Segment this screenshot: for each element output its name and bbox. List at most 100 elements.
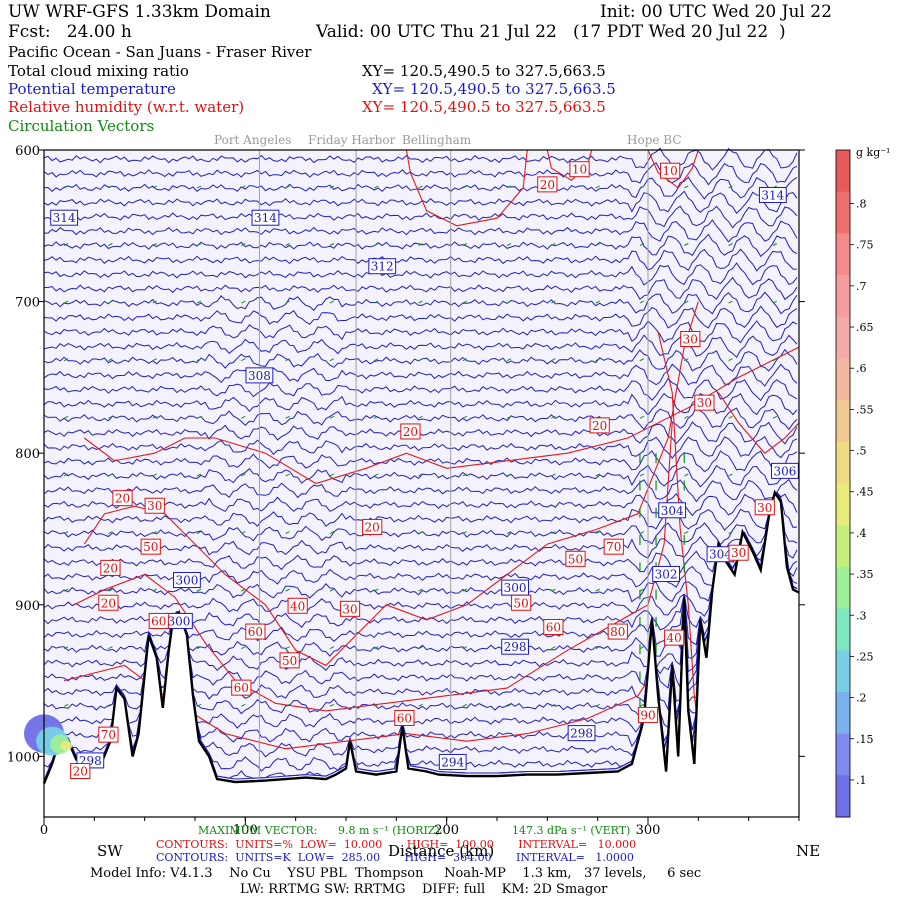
- circulation-vector: [152, 588, 157, 592]
- circulation-vector: [329, 415, 335, 419]
- theta-contour-label: 300: [501, 579, 530, 596]
- region-name: Pacific Ocean - San Juans - Fraser River: [8, 43, 312, 61]
- circulation-vector: [241, 243, 246, 246]
- circulation-vector: [684, 358, 689, 362]
- circulation-vector: [595, 358, 600, 362]
- xy-cloud: XY= 120.5,490.5 to 327.5,663.5: [362, 62, 606, 80]
- svg-text:294: 294: [441, 755, 464, 769]
- rh-contour-label: 40: [664, 629, 685, 646]
- circulation-vector: [418, 588, 423, 592]
- cloud-cell: [60, 740, 73, 751]
- circulation-vector: [639, 358, 645, 362]
- theta-contour-label: 298: [567, 725, 596, 742]
- max-vector-label: MAXIMUM VECTOR:: [198, 824, 318, 837]
- circulation-vector: [418, 531, 423, 534]
- circulation-vector: [728, 185, 733, 189]
- plot-frame: [43, 149, 800, 818]
- circulation-vector: [551, 243, 556, 246]
- y-tick-label: 600: [15, 144, 40, 159]
- svg-text:20: 20: [103, 561, 118, 575]
- theta-contour-label: 300: [164, 612, 193, 629]
- theta-contour-label: 314: [758, 186, 787, 203]
- circulation-vector: [152, 473, 157, 477]
- svg-text:60: 60: [248, 625, 263, 639]
- circulation-vector: [285, 703, 290, 707]
- field-vectors: Circulation Vectors: [8, 117, 155, 135]
- circulation-vector: [639, 415, 645, 419]
- circulation-vector: [241, 415, 246, 419]
- svg-text:50: 50: [568, 552, 583, 566]
- theta-contour-label: 300: [173, 572, 201, 589]
- max-vector-horiz: 9.8 m s⁻¹ (HORIZ): [338, 824, 440, 837]
- rh-contour-line: [83, 301, 699, 667]
- circulation-vector: [152, 300, 157, 304]
- rh-contour-label: 30: [339, 600, 361, 617]
- theta-contour-label: 314: [50, 209, 79, 226]
- forecast-hour: Fcst: 24.00 h: [8, 22, 132, 42]
- theta-contour-line: [43, 248, 798, 272]
- svg-text:60: 60: [151, 614, 166, 628]
- rh-contour-label: 30: [754, 499, 775, 516]
- rh-contour-label: 60: [543, 619, 564, 636]
- circulation-vector: [684, 243, 689, 246]
- svg-text:300: 300: [504, 581, 527, 595]
- circulation-vector: [462, 588, 467, 592]
- circulation-vector: [639, 300, 645, 304]
- circulation-vector: [728, 358, 733, 362]
- circulation-vector: [63, 703, 69, 707]
- svg-text:20: 20: [73, 765, 88, 779]
- circulation-vector: [196, 185, 202, 189]
- circulation-vector: [285, 243, 290, 246]
- circulation-vector: [595, 703, 600, 707]
- circulation-vector: [63, 588, 69, 592]
- circulation-vector: [196, 646, 202, 650]
- rh-contour-label: 50: [511, 594, 532, 611]
- theta-contour-line: [43, 291, 798, 315]
- circulation-vector: [63, 473, 69, 477]
- circulation-vector: [285, 415, 290, 419]
- svg-text:20: 20: [592, 419, 607, 433]
- y-tick-label: 700: [15, 296, 40, 311]
- theta-contour-line: [43, 262, 798, 286]
- rh-contour-line: [546, 149, 593, 181]
- circulation-vector: [285, 646, 290, 650]
- circulation-vector: [772, 243, 778, 246]
- svg-text:312: 312: [371, 260, 394, 274]
- field-rh: Relative humidity (w.r.t. water): [8, 98, 245, 116]
- svg-text:314: 314: [761, 188, 784, 202]
- circulation-vector: [639, 473, 645, 477]
- circulation-vector: [418, 300, 423, 304]
- svg-text:60: 60: [546, 621, 561, 635]
- circulation-vector: [772, 300, 778, 304]
- circulation-vector: [196, 358, 202, 362]
- circulation-vector: [506, 415, 512, 419]
- circulation-vector: [241, 588, 246, 592]
- svg-text:80: 80: [610, 625, 625, 639]
- circulation-vector: [462, 300, 467, 304]
- circulation-vector: [108, 185, 113, 189]
- circulation-vector: [462, 703, 467, 707]
- circulation-vector: [196, 588, 202, 592]
- circulation-vector: [196, 415, 202, 419]
- circulation-vector: [196, 531, 202, 534]
- terrain-underground: [44, 492, 799, 817]
- svg-text:40: 40: [290, 599, 305, 613]
- circulation-vector: [373, 588, 379, 592]
- circulation-vector: [639, 243, 645, 246]
- circulation-vector: [639, 646, 645, 650]
- theta-contour-label: 298: [501, 638, 530, 655]
- svg-text:298: 298: [570, 727, 593, 741]
- theta-contour-line: [43, 478, 798, 503]
- x-tick-label: 300: [636, 823, 661, 838]
- theta-contour-line: [43, 392, 798, 416]
- circulation-vector: [462, 243, 467, 246]
- svg-text:50: 50: [282, 654, 297, 668]
- rh-contour-label: 10: [569, 161, 590, 178]
- circulation-vector: [329, 358, 335, 362]
- contour-labels: 314 314 314 312 308 306 304 304 302 300 300 300 298 2…: [50, 161, 799, 780]
- circulation-vector: [108, 473, 113, 477]
- circulation-vector: [152, 415, 157, 419]
- model-info-2: LW: RRTMG SW: RRTMG DIFF: full KM: 2D Sm…: [240, 882, 608, 897]
- axes: 600 700 800 900 1000 0 100 200 300: [7, 144, 805, 838]
- circulation-vector: [684, 300, 689, 304]
